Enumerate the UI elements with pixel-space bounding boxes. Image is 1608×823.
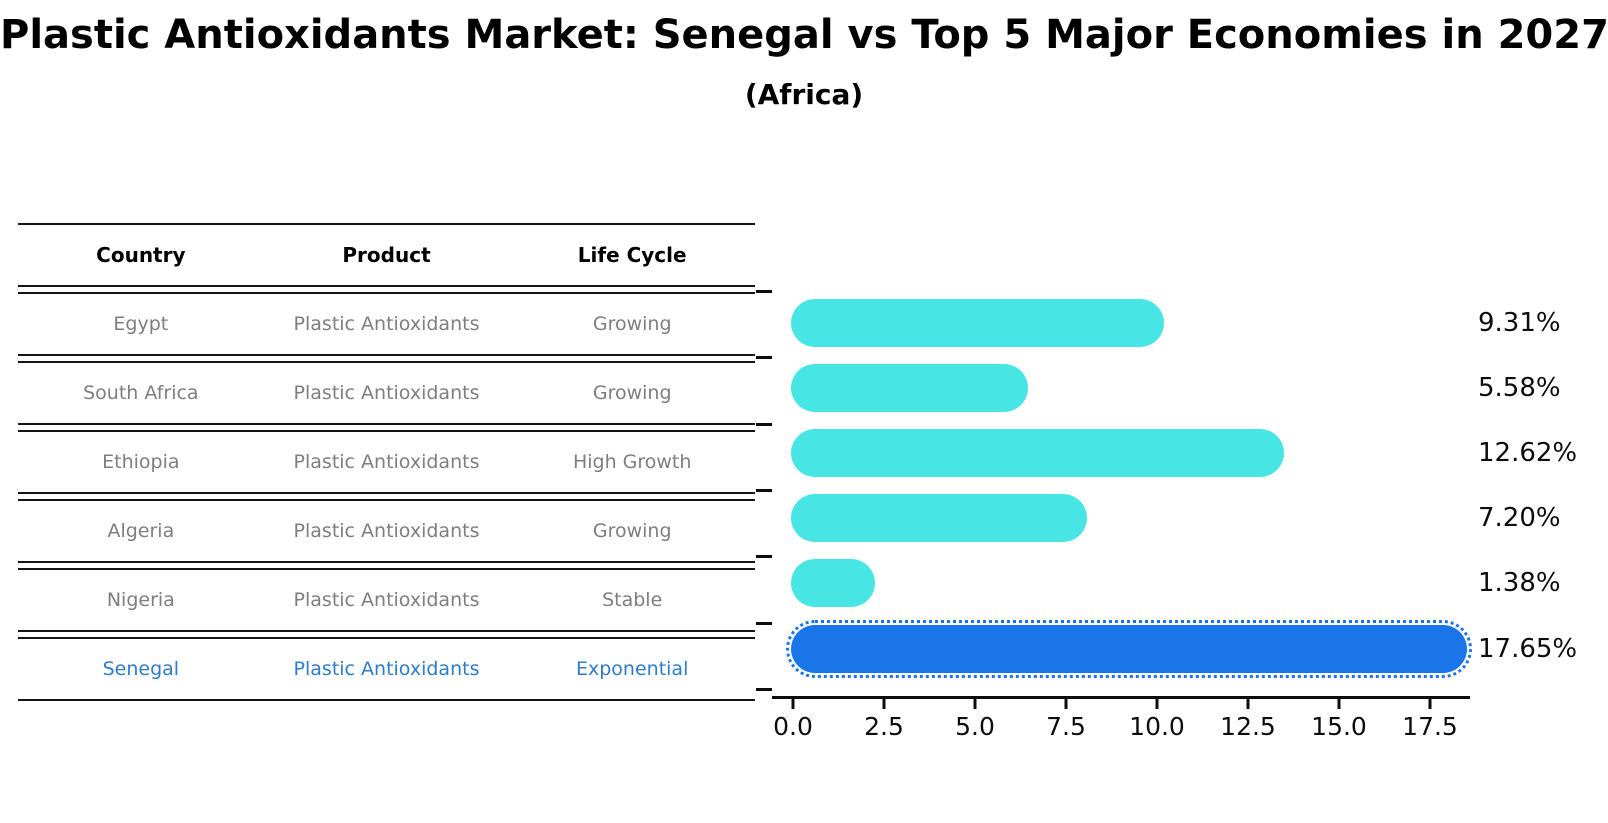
value-label: 5.58% — [1478, 372, 1561, 403]
y-tick — [756, 356, 772, 359]
x-tick-label: 0.0 — [773, 712, 813, 741]
y-tick — [756, 622, 772, 625]
life-cycle-cell: Exponential — [576, 658, 689, 680]
country-cell: Ethiopia — [102, 451, 180, 473]
bar-egypt — [791, 298, 1164, 347]
x-tick-label: 15.0 — [1311, 712, 1367, 741]
x-tick — [1246, 699, 1250, 709]
x-tick — [1064, 699, 1068, 709]
country-cell: Nigeria — [106, 589, 175, 611]
y-tick — [756, 489, 772, 492]
life-cycle-cell: Life Cycle — [577, 243, 687, 267]
x-tick-label: 7.5 — [1046, 712, 1086, 741]
y-tick — [756, 688, 772, 691]
country-cell: South Africa — [83, 382, 199, 404]
life-cycle-cell: Growing — [592, 382, 672, 404]
value-label: 1.38% — [1478, 568, 1561, 599]
x-tick-label: 12.5 — [1220, 712, 1276, 741]
x-tick — [1337, 699, 1341, 709]
country-cell: Country — [96, 243, 186, 267]
product-cell: Plastic Antioxidants — [293, 658, 480, 680]
x-tick-label: 2.5 — [864, 712, 904, 741]
country-cell: Senegal — [102, 658, 180, 680]
bar-south-africa — [791, 363, 1028, 412]
product-cell: Product — [342, 243, 431, 267]
bar-algeria — [791, 494, 1087, 543]
x-tick — [1155, 699, 1159, 709]
bar-senegal-highlight — [786, 619, 1472, 678]
x-tick — [882, 699, 886, 709]
value-label: 9.31% — [1478, 307, 1561, 338]
product-cell: Plastic Antioxidants — [293, 451, 480, 473]
table-row: South Africa Plastic Antioxidants Growing — [18, 361, 755, 425]
life-cycle-cell: Stable — [602, 589, 663, 611]
x-tick-label: 17.5 — [1402, 712, 1458, 741]
chart-title: Plastic Antioxidants Market: Senegal vs … — [0, 12, 1608, 58]
table-row: Algeria Plastic Antioxidants Growing — [18, 499, 755, 563]
value-label: 7.20% — [1478, 503, 1561, 534]
x-tick — [1428, 699, 1432, 709]
x-tick-label: 5.0 — [955, 712, 995, 741]
table-row: Egypt Plastic Antioxidants Growing — [18, 292, 755, 356]
life-cycle-cell: Growing — [592, 313, 672, 335]
y-tick — [756, 290, 772, 293]
country-cell: Egypt — [113, 313, 169, 335]
table-row: Nigeria Plastic Antioxidants Stable — [18, 568, 755, 632]
product-cell: Plastic Antioxidants — [293, 589, 480, 611]
life-cycle-cell: Growing — [592, 520, 672, 542]
bar-ethiopia — [791, 429, 1284, 477]
y-tick — [756, 555, 772, 558]
product-cell: Plastic Antioxidants — [293, 520, 480, 542]
x-tick — [973, 699, 977, 709]
bar-nigeria — [791, 559, 875, 608]
country-cell: Algeria — [107, 520, 175, 542]
x-axis-line — [772, 696, 1470, 699]
x-tick-label: 10.0 — [1129, 712, 1185, 741]
y-tick — [756, 423, 772, 426]
life-cycle-cell: High Growth — [572, 451, 692, 473]
product-cell: Plastic Antioxidants — [293, 382, 480, 404]
value-label: 17.65% — [1478, 633, 1578, 664]
chart-subtitle: (Africa) — [744, 78, 864, 111]
value-label: 12.62% — [1478, 438, 1578, 468]
x-tick — [791, 699, 795, 709]
table-row: Ethiopia Plastic Antioxidants High Growth — [18, 430, 755, 494]
country-table: Country Product Life Cycle Egypt Plastic Ant… — [18, 223, 755, 701]
table-row-highlight: Senegal Plastic Antioxidants Exponential — [18, 637, 755, 701]
table-header-row: Country Product Life Cycle — [18, 223, 755, 287]
product-cell: Plastic Antioxidants — [293, 313, 480, 335]
